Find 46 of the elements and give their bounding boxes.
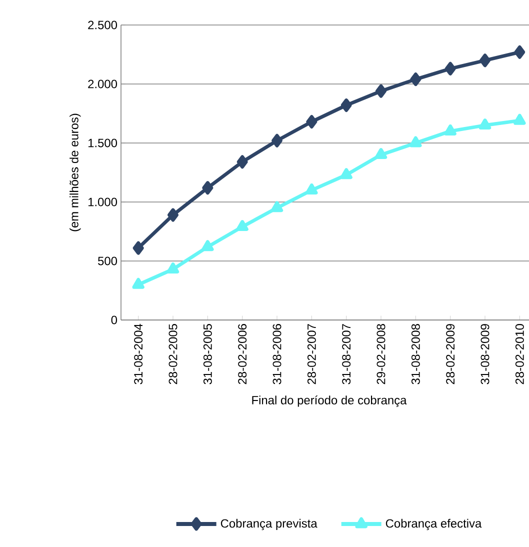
point	[236, 220, 248, 232]
point	[374, 148, 388, 160]
point	[444, 62, 456, 76]
x-tick-label: 28-02-2006	[238, 324, 247, 384]
y-tick-label: 2.000	[88, 80, 118, 88]
y-axis-title: (em milhões de euros)	[70, 114, 81, 232]
x-tick-label: 31-08-2009	[480, 324, 490, 384]
y-tick-label: 1.500	[88, 138, 118, 148]
x-axis-title: Final do período de cobrança	[252, 396, 407, 407]
point	[132, 278, 144, 289]
y-tick-label: 0	[111, 316, 118, 324]
point	[514, 114, 526, 125]
point	[478, 118, 492, 130]
legend-label: Cobrança efectiva	[386, 518, 482, 530]
x-tick-label: 31-08-2005	[203, 324, 212, 384]
point	[166, 262, 180, 274]
point	[202, 240, 214, 252]
point	[444, 124, 456, 136]
point	[236, 155, 248, 169]
x-tick-label: 29-02-2008	[376, 324, 386, 384]
y-tick-label: 2.500	[88, 20, 118, 30]
point	[514, 45, 526, 59]
point	[132, 241, 144, 255]
point	[410, 72, 422, 86]
point	[410, 136, 422, 148]
x-tick-label: 28-02-2010	[515, 324, 524, 384]
legend-label: Cobrança prevista	[220, 518, 318, 530]
y-tick-label: 1.000	[88, 198, 118, 206]
x-tick-label: 31-08-2004	[134, 324, 143, 384]
point	[168, 208, 178, 222]
point	[480, 54, 490, 68]
point	[306, 115, 318, 129]
point	[202, 181, 214, 195]
x-tick-label: 31-08-2006	[272, 324, 282, 384]
x-tick-label: 31-08-2008	[411, 324, 420, 384]
point	[340, 168, 352, 180]
x-tick-label: 31-08-2007	[342, 324, 351, 384]
point	[376, 84, 386, 98]
y-tick-label: 500	[98, 256, 118, 266]
point	[340, 98, 352, 112]
point	[272, 134, 282, 148]
x-tick-label: 28-02-2007	[307, 324, 316, 384]
point	[306, 183, 318, 194]
x-tick-label: 28-02-2005	[168, 324, 178, 384]
x-tick-label: 28-02-2009	[446, 324, 455, 384]
point	[270, 201, 284, 212]
